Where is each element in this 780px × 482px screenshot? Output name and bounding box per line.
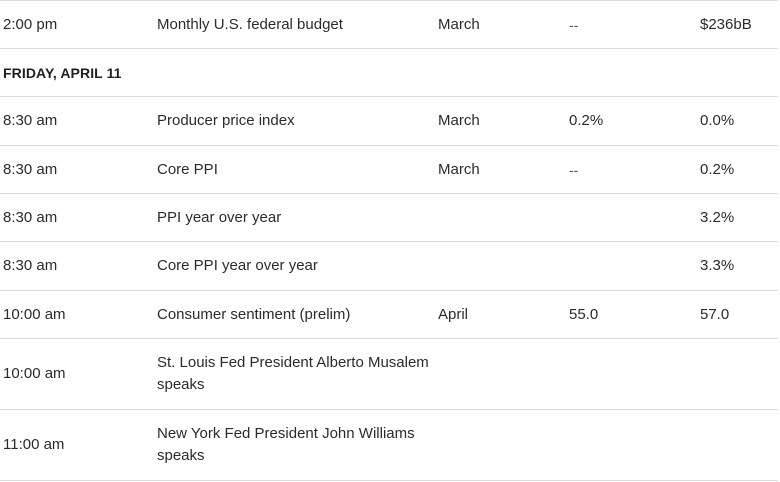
table-row: 2:00 pm Monthly U.S. federal budget Marc… xyxy=(0,0,778,49)
forecast-cell: -- xyxy=(569,161,579,178)
table-row: 8:30 am Core PPI year over year 3.3% xyxy=(0,242,778,291)
previous-cell: 57.0 xyxy=(700,305,730,323)
table-row: 8:30 am PPI year over year 3.2% xyxy=(0,194,778,242)
report-cell: St. Louis Fed President Alberto Musalem … xyxy=(157,354,429,393)
previous-cell: 3.2% xyxy=(700,208,735,226)
period-cell: April xyxy=(438,305,469,323)
day-header: FRIDAY, APRIL 11 xyxy=(3,64,122,81)
period-cell xyxy=(438,194,558,241)
time-cell: 2:00 pm xyxy=(3,15,58,33)
time-cell: 10:00 am xyxy=(3,365,66,382)
time-cell: 11:00 am xyxy=(3,436,65,453)
report-cell: Core PPI xyxy=(157,160,218,178)
period-cell: March xyxy=(438,112,480,129)
period-cell: March xyxy=(438,160,480,178)
report-cell: New York Fed President John Williams spe… xyxy=(157,425,415,464)
forecast-cell: -- xyxy=(569,16,579,33)
forecast-cell: 55.0 xyxy=(569,305,599,323)
day-header-row: FRIDAY, APRIL 11 xyxy=(0,49,778,97)
report-cell: Producer price index xyxy=(157,112,295,129)
previous-cell xyxy=(700,410,778,480)
forecast-cell: 0.2% xyxy=(569,112,604,129)
table-row: 10:00 am St. Louis Fed President Alberto… xyxy=(0,339,778,410)
time-cell: 8:30 am xyxy=(3,208,58,226)
period-cell xyxy=(438,242,558,290)
report-cell: Monthly U.S. federal budget xyxy=(157,15,343,33)
previous-cell: 3.3% xyxy=(700,257,735,274)
forecast-cell xyxy=(569,242,689,290)
table-row: 8:30 am Core PPI March -- 0.2% xyxy=(0,146,778,194)
table-row: 11:00 am New York Fed President John Wil… xyxy=(0,410,778,481)
previous-cell: $236bB xyxy=(700,15,752,33)
report-cell: Core PPI year over year xyxy=(157,257,318,274)
table-row: 10:00 am Consumer sentiment (prelim) Apr… xyxy=(0,291,778,339)
time-cell: 8:30 am xyxy=(3,112,58,129)
period-cell xyxy=(438,410,558,480)
forecast-cell xyxy=(569,410,689,480)
time-cell: 10:00 am xyxy=(3,305,66,323)
table-row: 8:30 am Producer price index March 0.2% … xyxy=(0,97,778,146)
report-cell: PPI year over year xyxy=(157,208,282,226)
period-cell: March xyxy=(438,15,480,33)
previous-cell: 0.2% xyxy=(700,160,735,178)
report-cell: Consumer sentiment (prelim) xyxy=(157,305,351,323)
previous-cell xyxy=(700,339,778,409)
forecast-cell xyxy=(569,339,689,409)
time-cell: 8:30 am xyxy=(3,257,58,274)
period-cell xyxy=(438,339,558,409)
previous-cell: 0.0% xyxy=(700,112,735,129)
time-cell: 8:30 am xyxy=(3,160,58,178)
forecast-cell xyxy=(569,194,689,241)
